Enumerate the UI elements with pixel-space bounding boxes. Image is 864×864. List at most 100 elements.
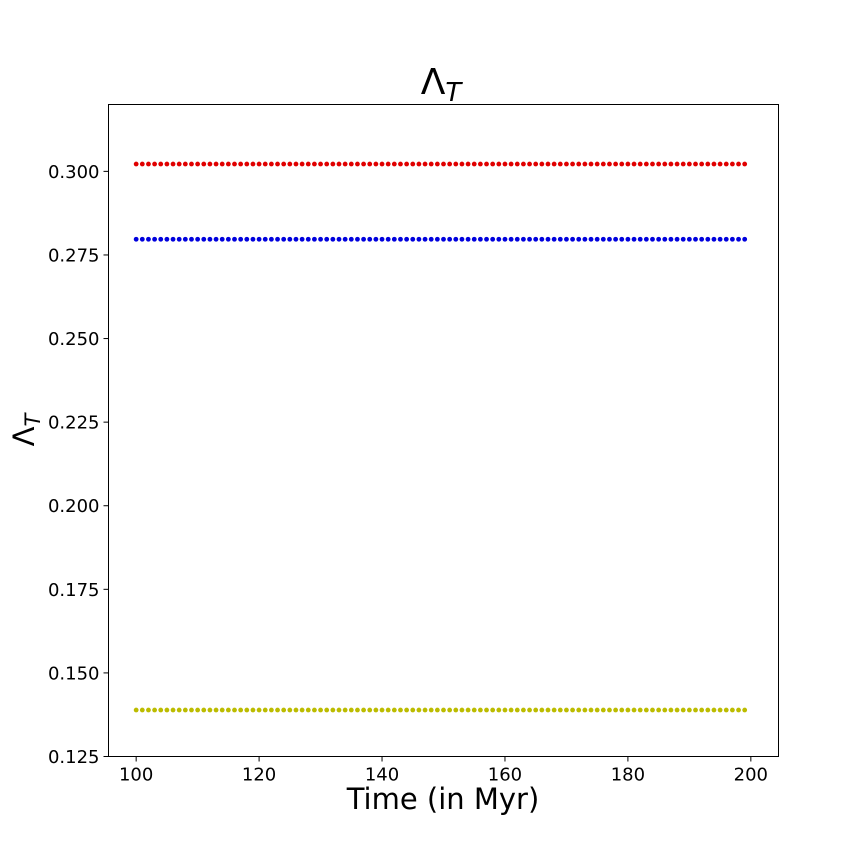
data-point xyxy=(416,161,422,167)
data-point xyxy=(564,161,569,167)
plot-frame xyxy=(108,104,779,757)
data-point xyxy=(686,236,692,242)
data-point xyxy=(318,707,323,713)
data-point xyxy=(232,161,237,167)
data-point xyxy=(705,707,711,713)
data-point xyxy=(570,161,575,167)
data-point xyxy=(428,161,434,167)
data-point xyxy=(219,236,225,242)
data-point xyxy=(404,236,410,242)
data-point xyxy=(502,707,508,713)
data-point xyxy=(533,707,539,713)
data-point xyxy=(225,161,231,167)
data-point xyxy=(650,236,655,242)
data-point xyxy=(656,161,662,167)
data-point xyxy=(133,707,139,713)
data-point xyxy=(711,236,717,242)
data-point xyxy=(213,161,219,167)
data-point xyxy=(330,236,336,242)
data-point xyxy=(195,161,201,167)
data-point xyxy=(465,161,471,167)
x-tick-label: 160 xyxy=(488,765,522,786)
data-point xyxy=(557,161,563,167)
data-point xyxy=(631,161,637,167)
data-point xyxy=(484,707,489,713)
data-point xyxy=(594,236,600,242)
data-point xyxy=(527,707,532,713)
data-point xyxy=(545,236,551,242)
data-point xyxy=(268,161,274,167)
data-point xyxy=(391,707,397,713)
data-point xyxy=(385,707,391,713)
data-point xyxy=(576,707,582,713)
data-point xyxy=(404,707,410,713)
data-point xyxy=(459,161,465,167)
data-point xyxy=(447,161,453,167)
data-point xyxy=(471,161,477,167)
data-point xyxy=(545,161,551,167)
data-point xyxy=(600,161,606,167)
y-tick-label: 0.150 xyxy=(48,663,100,684)
data-point xyxy=(693,236,698,242)
data-point xyxy=(551,236,557,242)
data-point xyxy=(693,707,698,713)
data-point xyxy=(434,236,440,242)
data-point xyxy=(373,707,379,713)
data-point xyxy=(637,161,643,167)
data-point xyxy=(312,161,317,167)
data-point xyxy=(674,161,680,167)
data-point xyxy=(373,236,379,242)
data-point xyxy=(305,707,311,713)
data-point xyxy=(164,236,170,242)
data-point xyxy=(342,161,348,167)
data-point xyxy=(324,236,330,242)
data-point xyxy=(527,236,532,242)
data-point xyxy=(465,236,471,242)
data-point xyxy=(650,707,655,713)
data-point xyxy=(336,161,342,167)
data-point xyxy=(158,161,164,167)
data-point xyxy=(170,707,176,713)
data-point xyxy=(404,161,410,167)
data-point xyxy=(207,707,213,713)
data-point xyxy=(686,707,692,713)
data-point xyxy=(619,707,625,713)
data-point xyxy=(256,707,262,713)
data-point xyxy=(441,161,446,167)
data-point xyxy=(650,161,655,167)
data-point xyxy=(588,161,594,167)
data-point xyxy=(527,161,532,167)
data-point xyxy=(133,161,139,167)
data-point xyxy=(422,707,428,713)
data-point xyxy=(189,707,194,713)
data-point xyxy=(447,236,453,242)
data-point xyxy=(625,161,631,167)
data-point xyxy=(521,707,526,713)
data-point xyxy=(521,236,526,242)
data-point xyxy=(189,161,194,167)
data-point xyxy=(367,707,373,713)
data-point xyxy=(557,236,563,242)
data-point xyxy=(705,236,711,242)
data-point xyxy=(176,707,182,713)
data-point xyxy=(330,161,336,167)
x-tick-label: 140 xyxy=(365,765,399,786)
data-point xyxy=(717,707,723,713)
data-point xyxy=(441,707,446,713)
data-point xyxy=(324,161,330,167)
data-point xyxy=(348,707,354,713)
data-point xyxy=(477,707,483,713)
data-point xyxy=(490,161,496,167)
data-point xyxy=(195,707,201,713)
data-point xyxy=(299,236,305,242)
data-point xyxy=(533,236,539,242)
data-point xyxy=(625,707,631,713)
data-point xyxy=(281,236,287,242)
data-point xyxy=(582,236,588,242)
data-point xyxy=(576,236,582,242)
data-point xyxy=(379,161,385,167)
data-point xyxy=(607,236,612,242)
data-point xyxy=(508,707,514,713)
data-point xyxy=(502,236,508,242)
series-1 xyxy=(133,161,748,167)
